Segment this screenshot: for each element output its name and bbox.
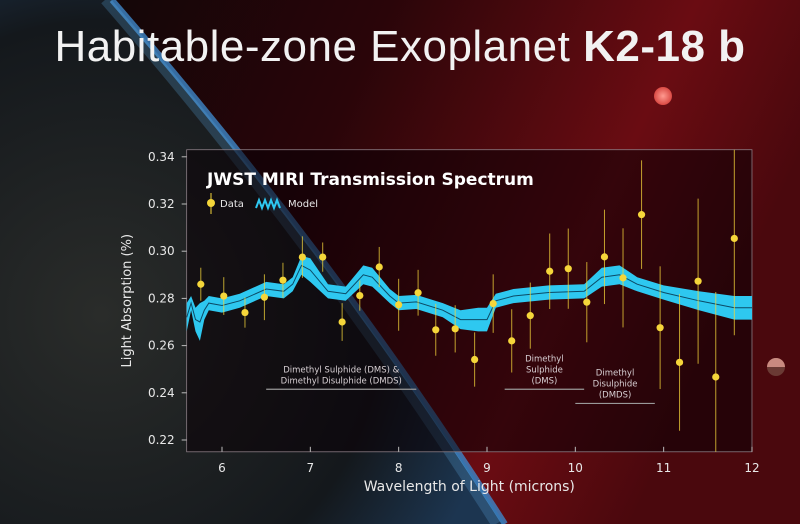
- legend-data-label: Data: [220, 199, 244, 210]
- chart-title: JWST MIRI Transmission Spectrum: [206, 170, 534, 190]
- data-point: [489, 299, 497, 308]
- data-point: [338, 318, 346, 326]
- data-point: [526, 312, 534, 320]
- data-point: [432, 326, 440, 334]
- y-tick-label: 0.22: [148, 433, 175, 447]
- y-tick-label: 0.34: [148, 150, 175, 164]
- annotation-label: Dimethyl Sulphide (DMS) &: [283, 365, 399, 375]
- data-point: [319, 253, 327, 261]
- data-point: [675, 358, 684, 366]
- model-band: [186, 255, 752, 341]
- data-point: [583, 298, 591, 306]
- data-point: [619, 274, 627, 282]
- y-tick-label: 0.26: [148, 339, 175, 353]
- legend-model-swatch: [255, 197, 281, 211]
- model-line: [186, 264, 752, 323]
- data-point: [694, 277, 702, 285]
- data-point: [637, 211, 646, 219]
- x-tick-label: 10: [568, 461, 583, 475]
- title-planet-name: K2-18 b: [583, 22, 746, 71]
- data-point: [298, 253, 306, 261]
- annotation-label: (DMS): [531, 376, 557, 386]
- spectrum-chart: 0.22 0.24 0.26 0.28 0.30 0.32 0.34 6 7 8 9 10 11 12 Wa…: [120, 149, 760, 495]
- data-point: [564, 265, 572, 273]
- data-point: [451, 325, 459, 333]
- red-dwarf-star: [654, 87, 672, 105]
- annotation-label: Dimethyl: [525, 354, 564, 364]
- y-tick-label: 0.30: [148, 244, 175, 258]
- data-point: [395, 301, 403, 309]
- y-tick-label: 0.28: [148, 291, 175, 305]
- y-tick-label: 0.24: [148, 386, 175, 400]
- data-point: [600, 253, 609, 261]
- x-tick-label: 7: [307, 461, 315, 475]
- data-point: [220, 292, 228, 300]
- annotation-label: Sulphide: [526, 365, 563, 375]
- y-axis-label: Light Absorption (%): [120, 234, 135, 368]
- legend-model-label: Model: [288, 199, 318, 210]
- x-axis-label: Wavelength of Light (microns): [364, 479, 575, 495]
- data-point: [197, 280, 205, 288]
- legend-data-marker: [207, 199, 215, 207]
- data-point: [471, 355, 479, 364]
- plot-frame: [186, 149, 753, 453]
- title-main: Habitable-zone Exoplanet: [54, 22, 571, 71]
- annotation-label: (DMDS): [599, 390, 631, 400]
- page-title: Habitable-zone Exoplanet K2-18 b: [0, 22, 800, 72]
- data-point: [730, 234, 738, 243]
- x-tick-label: 9: [483, 461, 491, 475]
- data-point: [546, 267, 554, 275]
- x-tick-label: 12: [744, 461, 759, 475]
- data-point: [241, 308, 249, 317]
- annotation-label: Dimethyl Disulphide (DMDS): [281, 376, 402, 386]
- data-point: [712, 373, 720, 381]
- data-point: [375, 263, 383, 271]
- data-point: [414, 289, 422, 297]
- data-point: [656, 324, 664, 332]
- x-tick-label: 11: [656, 461, 671, 475]
- y-tick-label: 0.32: [148, 197, 175, 211]
- data-point: [508, 337, 516, 345]
- data-point: [356, 291, 364, 300]
- x-tick-label: 8: [395, 461, 403, 475]
- annotation-label: Disulphide: [593, 379, 638, 389]
- data-point: [260, 293, 268, 301]
- annotation-label: Dimethyl: [596, 368, 635, 378]
- data-point: [279, 276, 287, 284]
- x-tick-label: 6: [218, 461, 226, 475]
